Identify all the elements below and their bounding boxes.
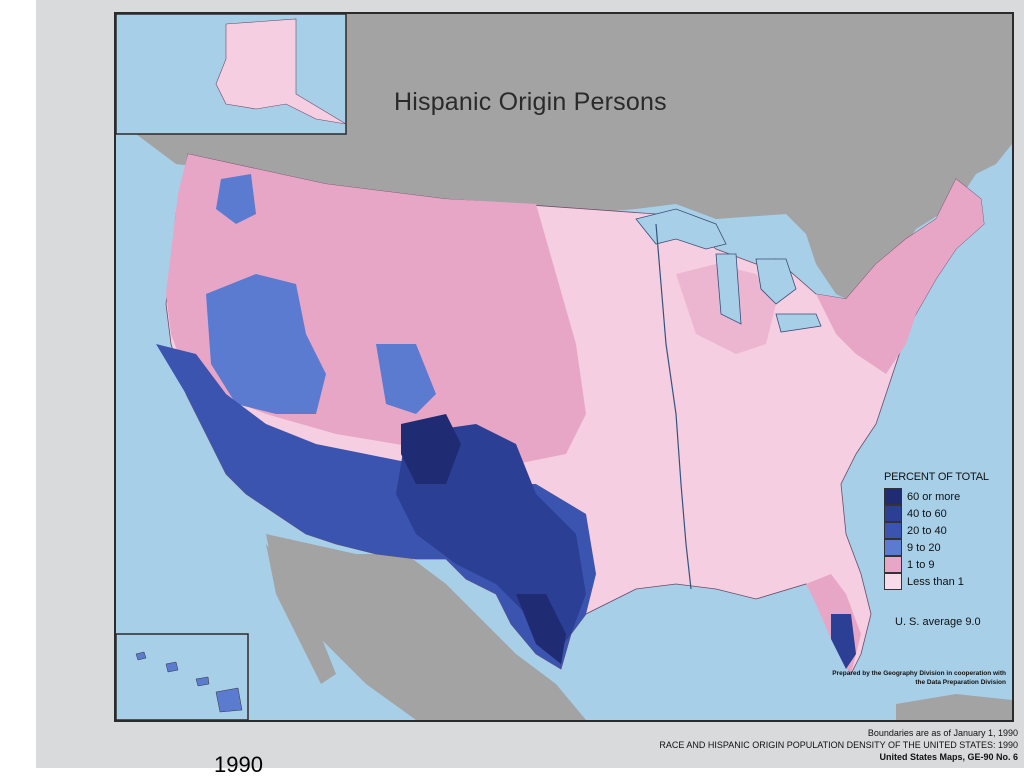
legend-label: 1 to 9 [907, 558, 935, 571]
region-60-or-more-fl [831, 614, 856, 669]
region-9-to-20-west [206, 274, 326, 414]
mississippi-river [655, 223, 692, 590]
cuba-land [896, 694, 1012, 720]
legend-item: 1 to 9 [884, 556, 1012, 573]
legend-swatch [884, 488, 902, 505]
legend-label: 60 or more [907, 490, 961, 503]
alaska-land [215, 18, 347, 125]
legend-item: 60 or more [884, 488, 1012, 505]
footer-series: United States Maps, GE-90 No. 6 [879, 752, 1018, 762]
mexico-land [266, 534, 586, 720]
legend-item: Less than 1 [884, 573, 1012, 590]
us-average: U. S. average 9.0 [895, 616, 981, 628]
hawaii-islands [135, 651, 243, 713]
footer-map-title: RACE AND HISPANIC ORIGIN POPULATION DENS… [659, 740, 1018, 750]
map-title: Hispanic Origin Persons [394, 88, 667, 116]
legend-label: Less than 1 [907, 575, 964, 588]
region-9-to-20-colorado [376, 344, 436, 414]
legend-label: 9 to 20 [907, 541, 941, 554]
legend: PERCENT OF TOTAL 60 or more 40 to 60 20 … [884, 471, 1012, 590]
legend-swatch [884, 539, 902, 556]
year-label: 1990 [214, 752, 263, 777]
great-lakes [635, 208, 822, 333]
map-graphic [116, 14, 1012, 720]
map-sheet: Hispanic Origin Persons PERCENT OF TOTAL… [36, 0, 1024, 768]
footer-boundaries: Boundaries are as of January 1, 1990 [867, 728, 1018, 738]
region-1-to-9-northeast [816, 179, 984, 374]
legend-label: 40 to 60 [907, 507, 947, 520]
legend-item: 20 to 40 [884, 522, 1012, 539]
region-20-to-40-southwest [156, 344, 596, 669]
region-60-or-more-nm [401, 414, 461, 484]
legend-swatch [884, 573, 902, 590]
map-frame: Hispanic Origin Persons PERCENT OF TOTAL… [114, 12, 1014, 722]
prepared-note: Prepared by the Geography Division in co… [832, 670, 1006, 686]
legend-item: 40 to 60 [884, 505, 1012, 522]
legend-swatch [884, 522, 902, 539]
legend-label: 20 to 40 [907, 524, 947, 537]
legend-title: PERCENT OF TOTAL [884, 471, 989, 483]
legend-item: 9 to 20 [884, 539, 1012, 556]
legend-swatch [884, 505, 902, 522]
legend-swatch [884, 556, 902, 573]
region-9-to-20-northwest [216, 174, 256, 224]
footer: Boundaries are as of January 1, 1990 RAC… [659, 727, 1018, 763]
region-60-or-more-tx [516, 594, 566, 664]
baja-land [266, 544, 336, 684]
